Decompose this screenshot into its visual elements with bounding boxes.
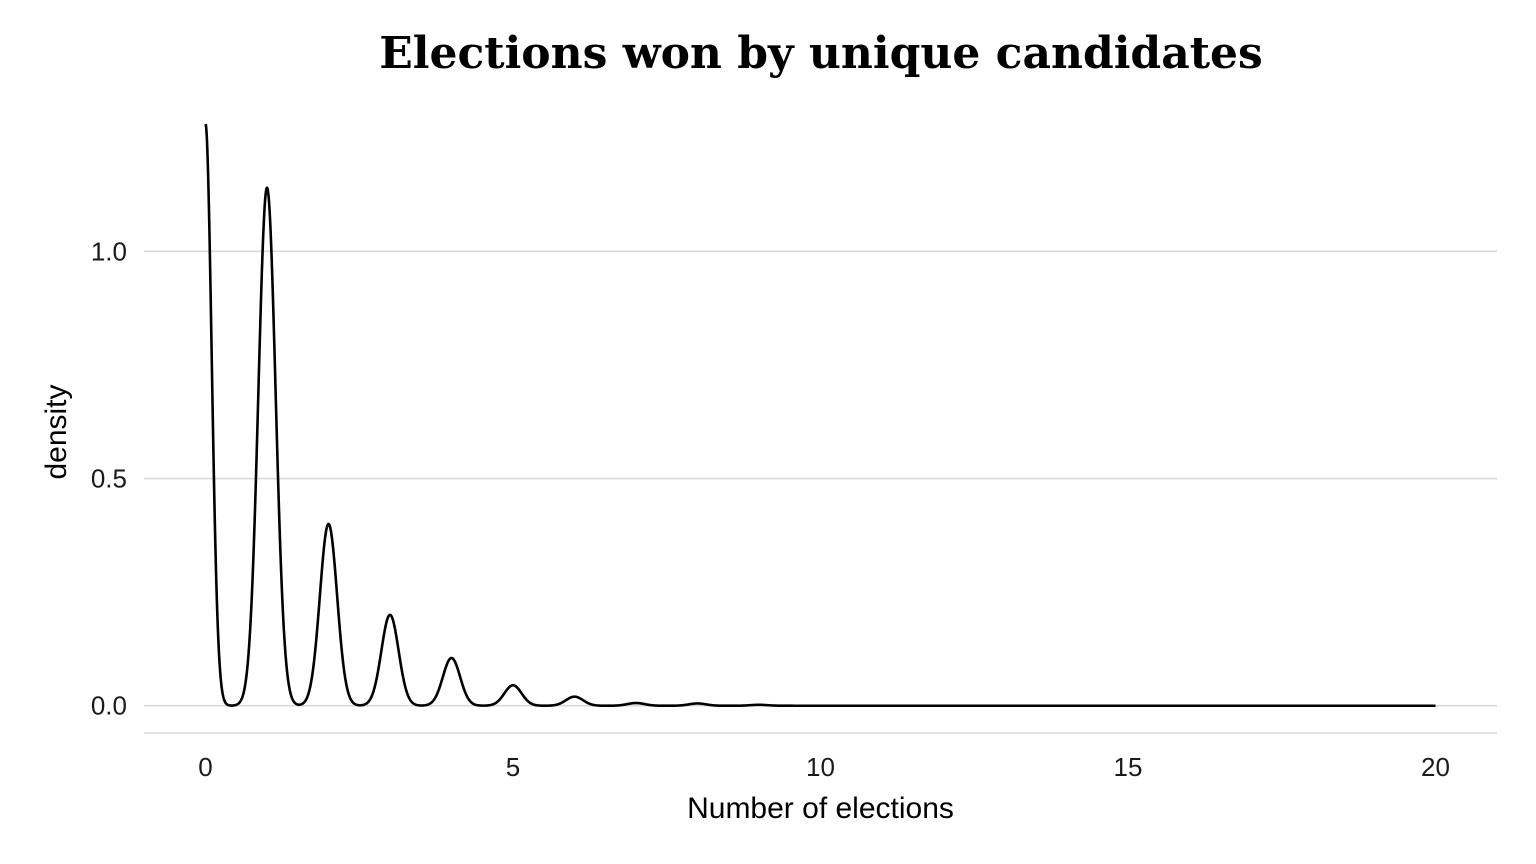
x-tick-label: 0 xyxy=(198,752,212,782)
y-tick-label: 1.0 xyxy=(91,236,127,266)
y-tick-label: 0.5 xyxy=(91,464,127,494)
chart-title: Elections won by unique candidates xyxy=(379,28,1263,79)
x-tick-label: 10 xyxy=(806,752,835,782)
x-axis-title: Number of elections xyxy=(687,792,954,825)
x-tick-label: 15 xyxy=(1114,752,1143,782)
y-tick-label: 0.0 xyxy=(91,691,127,721)
y-axis-title: density xyxy=(40,384,73,479)
x-tick-label: 20 xyxy=(1421,752,1450,782)
density-line xyxy=(204,123,1437,708)
x-tick-label: 5 xyxy=(506,752,520,782)
